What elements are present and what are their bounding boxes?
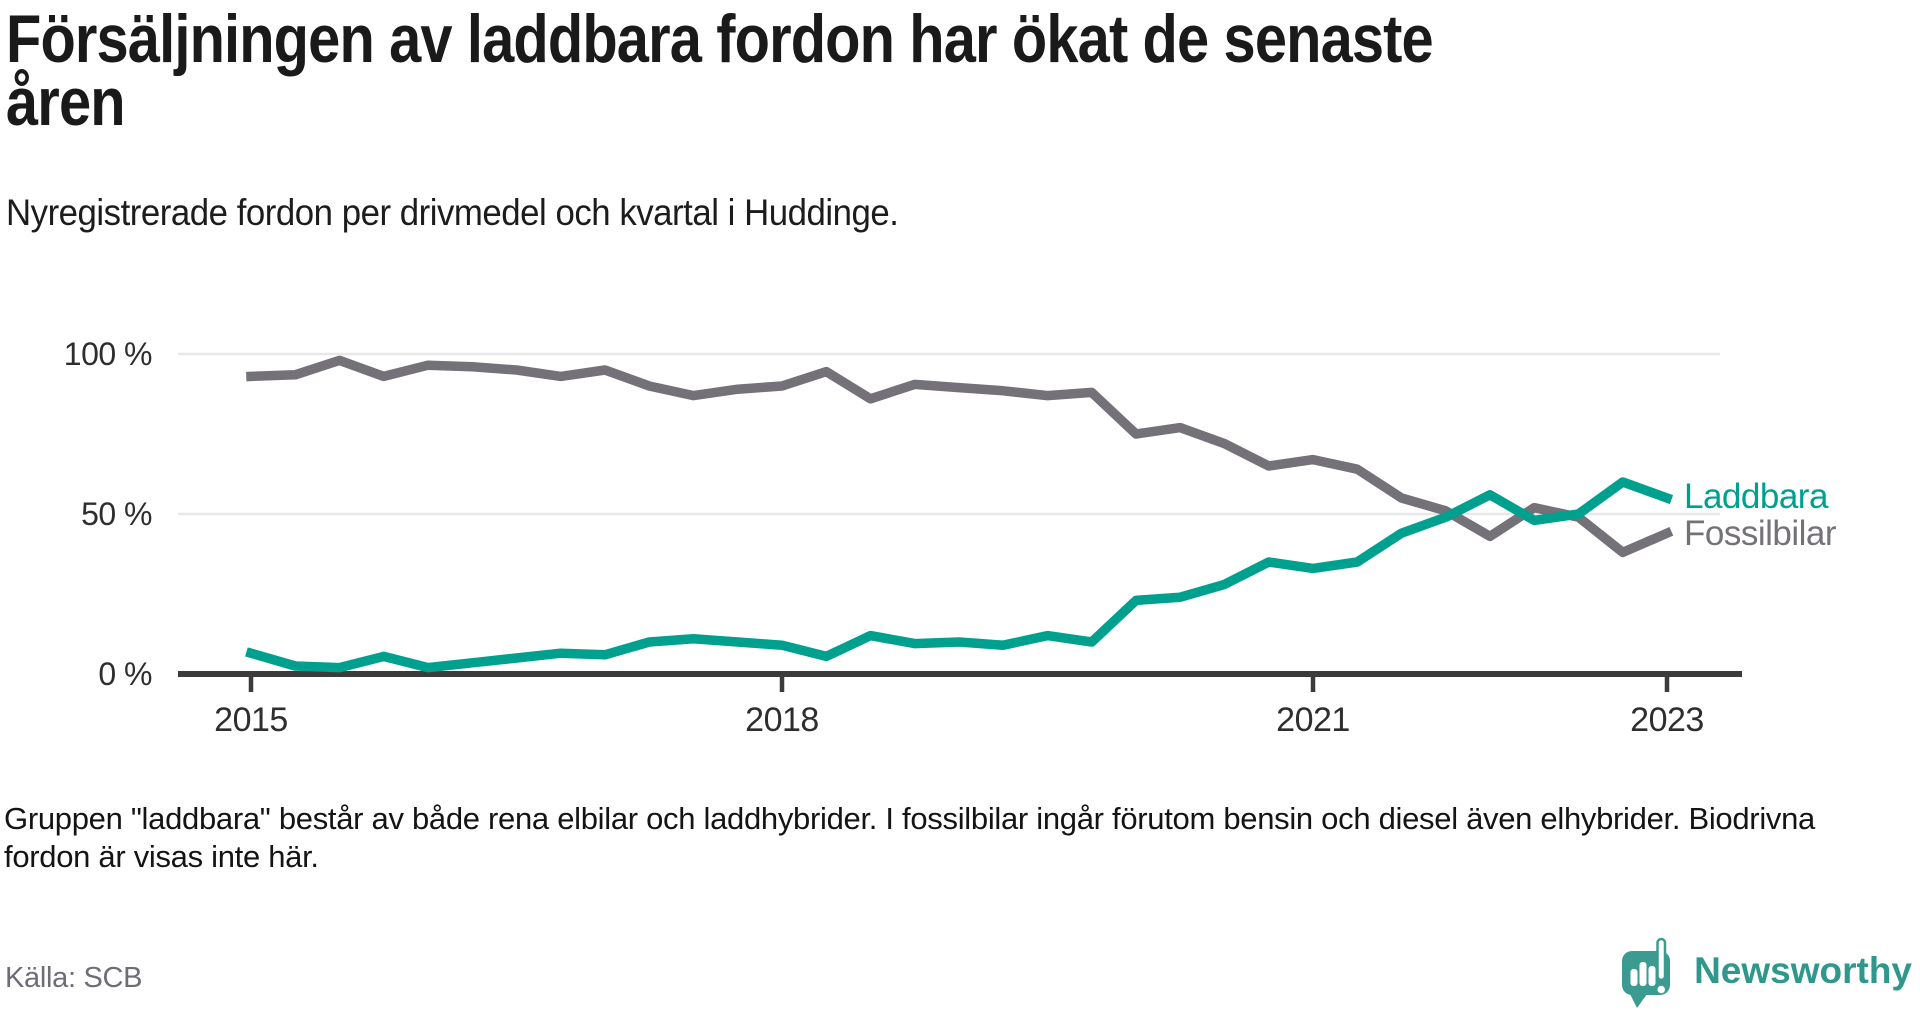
- x-axis: [178, 671, 1742, 692]
- x-tick-label: 2023: [1630, 701, 1704, 739]
- y-tick-label: 0 %: [98, 656, 152, 692]
- newsworthy-logo-icon: [1622, 937, 1671, 1008]
- series-label-laddbara: Laddbara: [1684, 477, 1828, 516]
- source-label: Källa: SCB: [5, 962, 143, 994]
- chart-subtitle: Nyregistrerade fordon per drivmedel och …: [6, 192, 899, 233]
- y-tick-label: 50 %: [81, 496, 152, 532]
- page-title: Försäljningen av laddbara fordon har öka…: [6, 1, 1434, 140]
- laddbara-line: [245, 477, 1674, 673]
- x-tick-label: 2021: [1276, 701, 1350, 739]
- newsworthy-logo-text: Newsworthy: [1694, 950, 1912, 991]
- fossilbilar-line: [246, 355, 1674, 558]
- x-tick-label: 2015: [214, 701, 288, 739]
- series-label-fossilbilar: Fossilbilar: [1684, 514, 1837, 554]
- newsworthy-logo: Newsworthy: [1616, 934, 1912, 1010]
- x-tick-label: 2018: [745, 701, 819, 739]
- footnote: Gruppen "laddbara" består av både rena e…: [4, 801, 1816, 874]
- gridlines: [178, 352, 1720, 516]
- y-tick-label: 100 %: [63, 336, 153, 372]
